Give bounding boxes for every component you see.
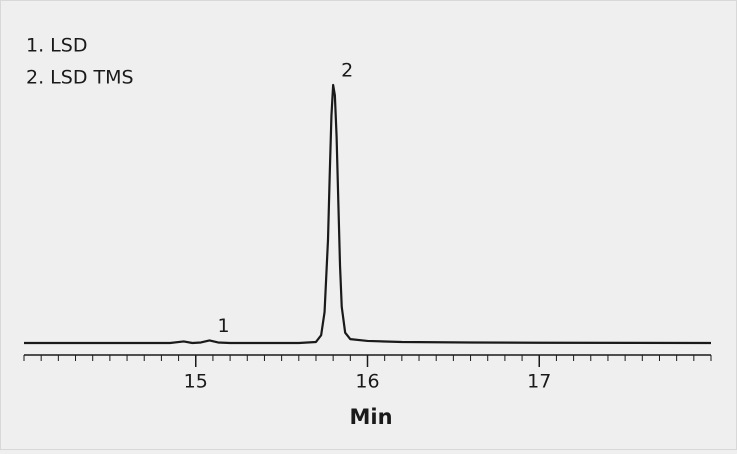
peak-label: 1 <box>217 315 229 337</box>
x-tick-label: 15 <box>184 371 208 393</box>
legend-entry: 2. LSD TMS <box>26 67 134 89</box>
legend-entry: 1. LSD <box>26 35 87 57</box>
peak-label: 2 <box>341 60 353 82</box>
x-tick-label: 16 <box>355 371 379 393</box>
x-tick-label: 17 <box>527 371 551 393</box>
x-axis-title: Min <box>349 405 392 429</box>
trace <box>24 83 712 345</box>
